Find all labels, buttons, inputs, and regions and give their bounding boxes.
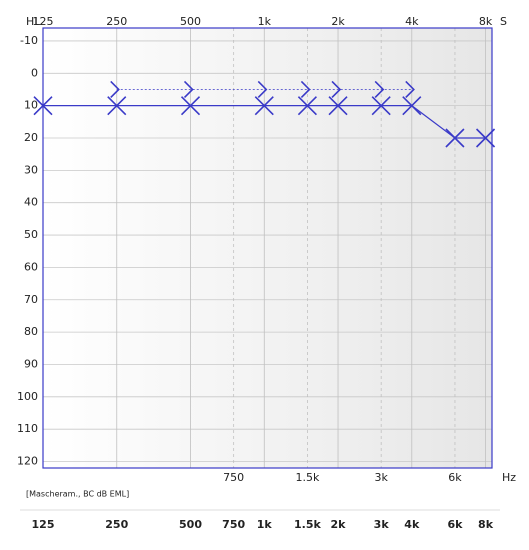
x-tick-label: 500 [179, 518, 202, 531]
y-tick-label: 40 [24, 196, 38, 209]
plot-area [43, 28, 492, 468]
y-tick-label: 10 [24, 99, 38, 112]
y-tick-label: 110 [17, 422, 38, 435]
marker-x [402, 96, 422, 116]
y-tick-label: 120 [17, 455, 38, 468]
marker-bc [331, 80, 342, 99]
marker-x [328, 96, 348, 116]
y-tick-label: 100 [17, 390, 38, 403]
x-tick-label: 1.5k [295, 471, 319, 484]
marker-x [254, 96, 274, 116]
x-tick-label: 750 [222, 518, 245, 531]
x-tick-label: 3k [374, 518, 390, 531]
corner-label: HL [26, 15, 41, 28]
marker-bc [110, 80, 120, 99]
y-tick-label: 70 [24, 293, 38, 306]
x-tick-label: 250 [106, 15, 127, 28]
marker-bc [257, 80, 268, 99]
x-tick-label: 500 [180, 15, 201, 28]
marker-bc [405, 80, 415, 99]
marker-x [371, 96, 391, 116]
y-tick-label: 60 [24, 260, 38, 273]
marker-bc [300, 80, 311, 99]
marker-x [107, 96, 127, 116]
marker-x [445, 128, 465, 148]
x-tick-label: 1.5k [294, 518, 321, 531]
marker-bc [183, 80, 194, 99]
note: [Mascheram., BC dB EML] [26, 490, 129, 499]
x-tick-label: 125 [33, 15, 54, 28]
x-tick-label: 3k [374, 471, 388, 484]
marker-x [33, 96, 53, 116]
x-tick-label: 250 [105, 518, 128, 531]
y-tick-label: 30 [24, 163, 38, 176]
y-tick-label: 20 [24, 131, 38, 144]
y-tick-label: 90 [24, 357, 38, 370]
marker-bc [374, 80, 385, 99]
x-tick-label: 125 [32, 518, 55, 531]
x-tick-label: 8k [479, 15, 493, 28]
x-tick-label: 1k [257, 518, 273, 531]
plot-border [42, 27, 493, 469]
x-tick-label: 6k [448, 471, 462, 484]
marker-x [180, 96, 201, 116]
y-tick-label: 80 [24, 325, 38, 338]
y-tick-label: 0 [31, 66, 38, 79]
x-tick-label: 4k [405, 15, 419, 28]
x-unit: Hz [502, 471, 516, 484]
y-tick-label: 50 [24, 228, 38, 241]
marker-x [297, 96, 317, 116]
x-tick-label: 1k [258, 15, 272, 28]
x-tick-label: 750 [223, 471, 244, 484]
marker-x [475, 128, 496, 148]
right-label: S [500, 15, 507, 28]
x-tick-label: 2k [331, 518, 347, 531]
x-tick-label: 2k [331, 15, 345, 28]
x-tick-label: 8k [478, 518, 494, 531]
x-tick-label: 4k [404, 518, 420, 531]
x-tick-label: 6k [447, 518, 463, 531]
series-line [43, 105, 486, 139]
y-tick-label: -10 [20, 34, 38, 47]
